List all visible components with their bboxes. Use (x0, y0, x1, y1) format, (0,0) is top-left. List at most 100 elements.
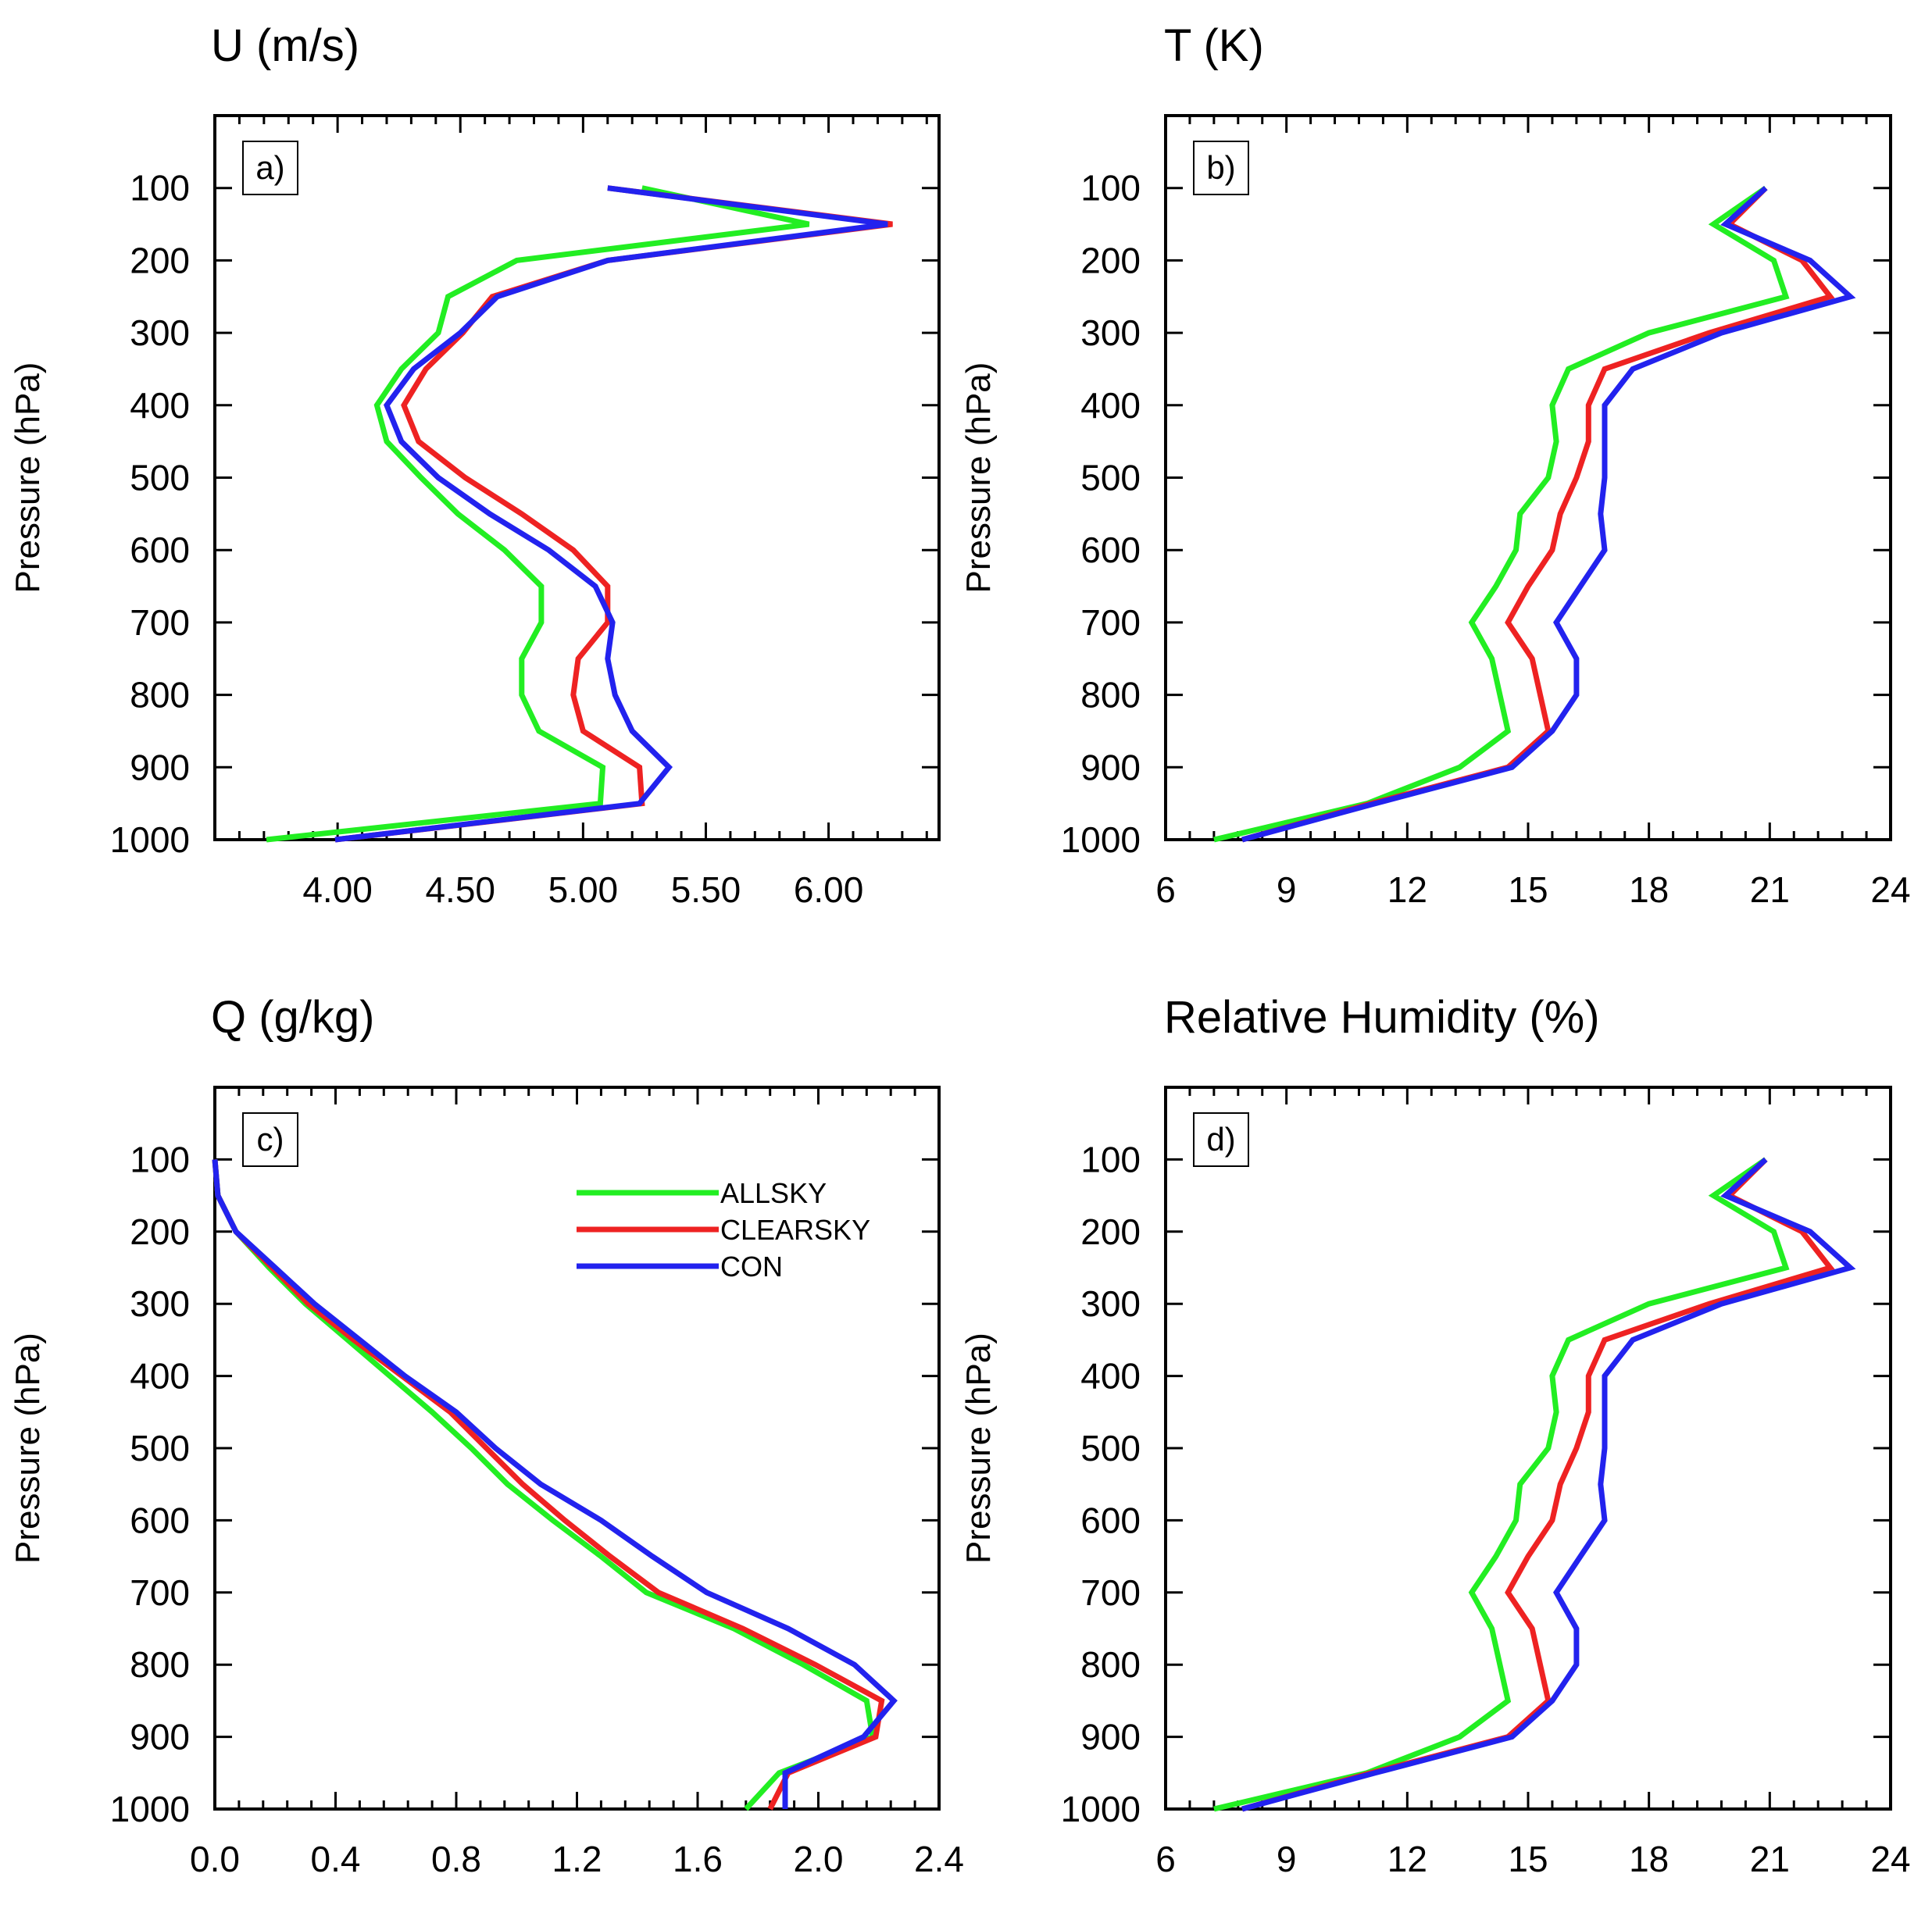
y-tick-label: 500 (130, 1428, 190, 1468)
series-line-allsky (266, 185, 810, 843)
plot-frame (213, 1086, 941, 1811)
y-tick-label: 1000 (1061, 1789, 1141, 1829)
y-tick-label: 800 (1080, 1644, 1141, 1685)
x-tick-label: 12 (1387, 1839, 1427, 1879)
legend-label: CON (720, 1251, 783, 1283)
y-tick-label: 600 (1080, 530, 1141, 570)
y-tick-label: 900 (130, 747, 190, 787)
x-tick-label: 4.00 (302, 869, 373, 910)
chart-title: Q (g/kg) (211, 992, 375, 1043)
series-line-clearsky (334, 185, 893, 843)
y-tick-label: 100 (1080, 168, 1141, 209)
chart-title: Relative Humidity (%) (1164, 992, 1600, 1043)
y-tick-label: 1000 (110, 819, 190, 860)
y-tick-label: 400 (1080, 1356, 1141, 1397)
y-tick-label: 700 (130, 602, 190, 643)
y-tick-label: 600 (130, 530, 190, 570)
y-tick-label: 300 (130, 1283, 190, 1324)
x-tick-label: 18 (1629, 1839, 1669, 1879)
x-tick-label: 12 (1387, 869, 1427, 910)
panel-label: b) (1206, 149, 1235, 186)
x-tick-label: 6 (1155, 1839, 1176, 1879)
y-tick-label: 600 (1080, 1500, 1141, 1540)
panel-label: c) (257, 1121, 284, 1158)
x-tick-label: 24 (1870, 1839, 1910, 1879)
y-axis-label: Pressure (hPa) (9, 362, 47, 594)
x-tick-label: 5.00 (548, 869, 619, 910)
x-tick-label: 1.6 (673, 1839, 723, 1879)
plot-frame (1164, 114, 1892, 841)
x-tick-label: 18 (1629, 869, 1669, 910)
y-tick-label: 1000 (1061, 819, 1141, 860)
x-tick-label: 21 (1750, 1839, 1790, 1879)
x-tick-label: 9 (1277, 1839, 1297, 1879)
x-tick-label: 21 (1750, 869, 1790, 910)
panel-d: Relative Humidity (%) 6 9 12 15 18 21 24 100 200 3… (959, 992, 1911, 1879)
panel-a: U (m/s) 4.00 4.50 5.00 5.50 6.00 100 200 300 400 5… (9, 20, 941, 910)
panel-label-box (1193, 141, 1249, 195)
y-tick-label: 100 (130, 168, 190, 209)
y-tick-label: 500 (1080, 458, 1141, 498)
plot-frame (1164, 1086, 1892, 1811)
x-tick-label: 15 (1508, 869, 1548, 910)
y-tick-label: 300 (1080, 1283, 1141, 1324)
panel-label: a) (255, 149, 284, 186)
y-tick-label: 800 (130, 1644, 190, 1685)
chart-title: T (K) (1164, 20, 1264, 71)
x-tick-label: 6 (1155, 869, 1176, 910)
series-line-con (212, 1159, 898, 1809)
y-tick-label: 100 (1080, 1139, 1141, 1179)
y-tick-label: 700 (1080, 1572, 1141, 1613)
x-tick-label: 24 (1870, 869, 1910, 910)
x-tick-label: 0.8 (431, 1839, 481, 1879)
panel-label: d) (1206, 1121, 1235, 1158)
y-tick-label: 1000 (110, 1789, 190, 1829)
y-tick-label: 700 (1080, 602, 1141, 643)
x-tick-label: 2.4 (914, 1839, 964, 1879)
y-tick-label: 400 (130, 385, 190, 426)
y-tick-label: 200 (1080, 240, 1141, 280)
x-tick-label: 4.50 (425, 869, 495, 910)
y-tick-label: 700 (130, 1572, 190, 1613)
y-axis-label: Pressure (hPa) (9, 1333, 47, 1564)
x-tick-label: 0.4 (311, 1839, 361, 1879)
panel-label-box (242, 141, 298, 195)
x-tick-label: 6.00 (794, 869, 864, 910)
panel-c: Q (g/kg) 0.0 0.4 0.8 1.2 1.6 2.0 2.4 100 200 300 40… (9, 992, 964, 1879)
x-tick-label: 5.50 (671, 869, 741, 910)
y-tick-label: 800 (130, 675, 190, 715)
y-tick-label: 100 (130, 1139, 190, 1179)
panel-b: T (K) 6 9 12 15 18 21 24 100 200 300 400 500 600 700 80… (959, 20, 1911, 910)
plot-frame (213, 114, 941, 841)
panel-label-box (1193, 1112, 1249, 1167)
legend-label: CLEARSKY (720, 1214, 870, 1246)
y-tick-label: 900 (130, 1717, 190, 1757)
y-tick-label: 900 (1080, 1717, 1141, 1757)
y-axis-label: Pressure (hPa) (959, 362, 998, 594)
series-line-allsky (1213, 1157, 1790, 1812)
series-line-allsky (1213, 185, 1790, 843)
y-tick-label: 200 (130, 240, 190, 280)
series-line-con (1241, 186, 1856, 843)
y-tick-label: 800 (1080, 675, 1141, 715)
y-tick-label: 500 (130, 458, 190, 498)
y-axis-label: Pressure (hPa) (959, 1333, 998, 1564)
series-line-con (334, 185, 888, 843)
y-tick-label: 200 (130, 1211, 190, 1252)
x-tick-label: 15 (1508, 1839, 1548, 1879)
y-tick-label: 900 (1080, 747, 1141, 787)
x-tick-label: 9 (1277, 869, 1297, 910)
y-tick-label: 300 (1080, 312, 1141, 353)
legend: ALLSKY CLEARSKY CON (577, 1177, 870, 1283)
y-tick-label: 600 (130, 1500, 190, 1540)
series-line-con (1241, 1157, 1856, 1812)
y-tick-label: 400 (1080, 385, 1141, 426)
y-tick-label: 300 (130, 312, 190, 353)
x-tick-label: 0.0 (190, 1839, 240, 1879)
y-tick-label: 500 (1080, 1428, 1141, 1468)
x-tick-label: 2.0 (794, 1839, 844, 1879)
x-tick-label: 1.2 (552, 1839, 602, 1879)
panel-label-box (242, 1112, 298, 1167)
chart-title: U (m/s) (211, 20, 359, 71)
